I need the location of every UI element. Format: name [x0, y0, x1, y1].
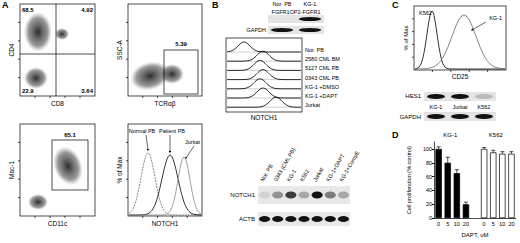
svg-text:CD4: CD4 [8, 43, 15, 56]
svg-text:0: 0 [483, 221, 486, 227]
svg-text:0: 0 [429, 215, 432, 221]
svg-text:KG-1: KG-1 [304, 1, 317, 7]
svg-text:2580 CML BM: 2580 CML BM [305, 56, 340, 62]
svg-text:NOTCH1: NOTCH1 [251, 114, 278, 121]
svg-text:CD25: CD25 [452, 73, 469, 80]
svg-text:K562: K562 [489, 132, 504, 138]
svg-text:20: 20 [463, 221, 469, 227]
svg-text:K562: K562 [478, 104, 491, 110]
svg-text:Jurkat: Jurkat [305, 102, 320, 108]
svg-text:5.39: 5.39 [175, 41, 187, 47]
svg-text:KG-1 +DAPT: KG-1 +DAPT [305, 93, 338, 99]
svg-text:10: 10 [499, 221, 505, 227]
svg-text:0: 0 [437, 221, 440, 227]
svg-text:Normal PB: Normal PB [129, 128, 156, 134]
svg-text:60: 60 [426, 174, 432, 180]
svg-text:Patient PB: Patient PB [159, 128, 185, 134]
svg-text:KG-1: KG-1 [430, 104, 443, 110]
svg-text:5: 5 [446, 221, 449, 227]
svg-text:Jurkat: Jurkat [312, 166, 325, 182]
svg-text:Mac-1: Mac-1 [8, 161, 15, 179]
svg-text:C: C [392, 0, 399, 10]
svg-text:KG-1+DAPT: KG-1+DAPT [325, 152, 346, 183]
svg-text:KG-1: KG-1 [443, 132, 458, 138]
svg-text:K562: K562 [419, 10, 432, 16]
svg-text:20: 20 [508, 221, 514, 227]
svg-text:ACTB: ACTB [239, 216, 255, 222]
svg-text:20: 20 [426, 201, 432, 207]
svg-text:5: 5 [492, 221, 495, 227]
svg-text:% of Max: % of Max [116, 156, 123, 184]
svg-text:D: D [392, 130, 399, 140]
svg-text:B: B [212, 0, 219, 10]
svg-text:40: 40 [426, 187, 432, 193]
svg-text:TCRαβ: TCRαβ [155, 100, 176, 108]
svg-text:65.1: 65.1 [64, 132, 76, 138]
svg-text:10: 10 [454, 221, 460, 227]
svg-text:SSC-A: SSC-A [116, 39, 123, 60]
svg-text:NOTCH1: NOTCH1 [230, 192, 255, 198]
svg-text:0343 (CML PB): 0343 (CML PB) [272, 147, 296, 183]
svg-text:GAPDH: GAPDH [400, 114, 421, 120]
svg-text:KG-1+CompE: KG-1+CompE [338, 149, 361, 182]
svg-text:5127 CML PB: 5127 CML PB [305, 65, 339, 71]
svg-text:Cell proliferation (% control): Cell proliferation (% control) [406, 146, 412, 214]
svg-text:K562: K562 [299, 168, 311, 182]
svg-text:FGFR1OP2-FGFR1: FGFR1OP2-FGFR1 [272, 9, 321, 15]
svg-text:Nor. PB: Nor. PB [273, 1, 292, 7]
svg-text:KG-1: KG-1 [489, 15, 502, 21]
svg-text:KG-1: KG-1 [286, 168, 298, 182]
svg-text:% of Max: % of Max [403, 25, 409, 50]
svg-text:A: A [2, 0, 9, 10]
svg-text:CD8: CD8 [51, 100, 64, 107]
svg-text:4.92: 4.92 [81, 7, 93, 13]
svg-text:100: 100 [423, 146, 432, 152]
svg-text:80: 80 [426, 160, 432, 166]
svg-text:CD11c: CD11c [48, 220, 68, 227]
svg-text:HES1: HES1 [405, 93, 421, 99]
svg-text:NOTCH1: NOTCH1 [152, 220, 179, 227]
svg-text:DAPT, uM: DAPT, uM [462, 232, 489, 238]
svg-text:Nor. PB: Nor. PB [305, 47, 324, 53]
svg-text:68.5: 68.5 [22, 7, 34, 13]
svg-text:0343 CML PB: 0343 CML PB [305, 75, 339, 81]
svg-text:3.64: 3.64 [81, 88, 93, 94]
svg-text:Jurkat: Jurkat [453, 104, 468, 110]
svg-text:Jurkat: Jurkat [185, 139, 200, 145]
svg-text:GAPDH: GAPDH [246, 27, 266, 33]
svg-text:22.9: 22.9 [22, 88, 34, 94]
svg-text:Nor. PB: Nor. PB [259, 163, 274, 183]
svg-text:KG-1 +DMSO: KG-1 +DMSO [305, 84, 340, 90]
